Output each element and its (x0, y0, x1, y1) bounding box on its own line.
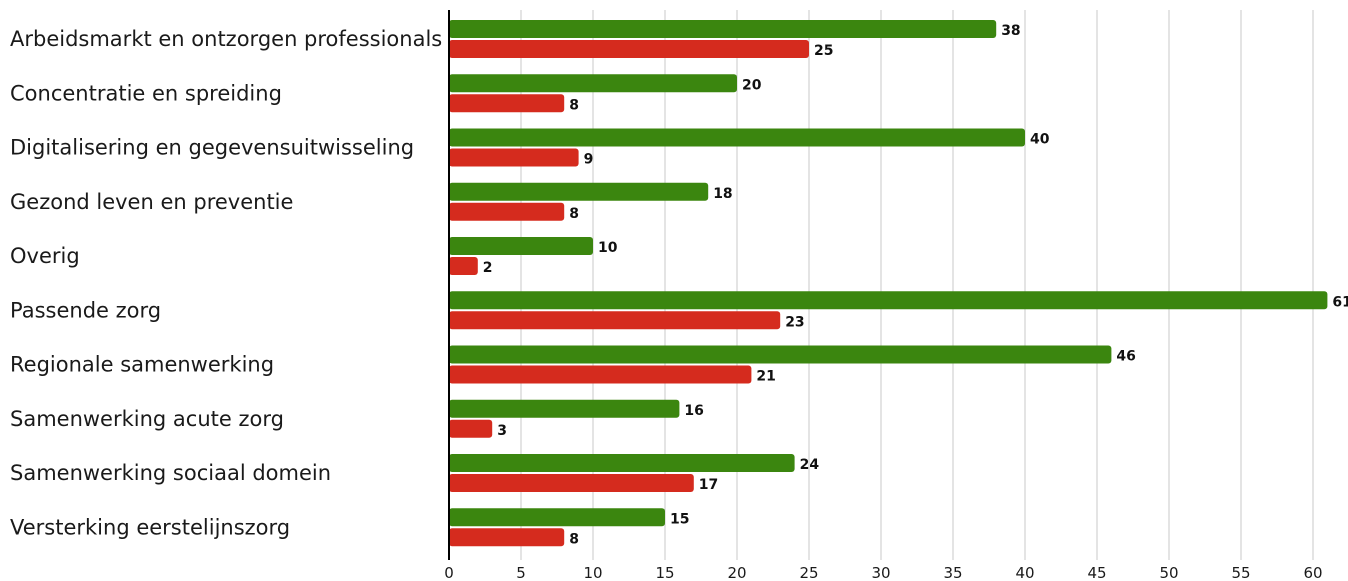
data-label-series-1-digitalisering-en-gegevensuitwisseling: 40 (1030, 132, 1050, 148)
data-label-series-1-arbeidsmarkt-en-ontzorgen-professionals: 38 (1001, 23, 1020, 39)
data-label-series-1-versterking-eerstelijnszorg: 15 (670, 511, 689, 527)
data-label-series-2-samenwerking-acute-zorg: 3 (497, 423, 507, 439)
category-label-regionale-samenwerking: Regionale samenwerking (10, 353, 274, 377)
x-tick-label-35: 35 (943, 564, 962, 581)
x-tick-label-5: 5 (516, 564, 526, 581)
category-label-passende-zorg: Passende zorg (10, 298, 161, 322)
category-labels: Arbeidsmarkt en ontzorgen professionals C… (10, 27, 442, 539)
data-label-series-2-regionale-samenwerking: 21 (756, 369, 775, 385)
bar-series-1-samenwerking-acute-zorg (449, 399, 680, 418)
bar-series-2-gezond-leven-en-preventie (449, 202, 565, 221)
bar-series-1-digitalisering-en-gegevensuitwisseling (449, 128, 1025, 147)
category-label-gezond-leven-en-preventie: Gezond leven en preventie (10, 190, 293, 214)
x-tick-label-45: 45 (1087, 564, 1106, 581)
x-tick-label-55: 55 (1231, 564, 1250, 581)
bar-series-2-overig (449, 257, 478, 275)
bar-series-2-samenwerking-sociaal-domein (449, 474, 694, 492)
data-label-series-2-concentratie-en-spreiding: 8 (569, 97, 579, 113)
data-label-series-2-passende-zorg: 23 (785, 314, 804, 330)
x-tick-label-60: 60 (1303, 564, 1322, 581)
x-tick-label-10: 10 (583, 564, 602, 581)
data-label-series-1-passende-zorg: 61 (1332, 294, 1348, 310)
data-label-series-2-versterking-eerstelijnszorg: 8 (569, 531, 579, 547)
grid-lines (520, 10, 1314, 560)
data-label-series-2-arbeidsmarkt-en-ontzorgen-professionals: 25 (814, 43, 833, 59)
category-label-overig: Overig (10, 244, 80, 268)
bar-series-2-regionale-samenwerking (449, 365, 752, 384)
data-label-series-1-concentratie-en-spreiding: 20 (742, 77, 762, 93)
data-label-series-1-overig: 10 (598, 240, 618, 256)
data-label-series-1-samenwerking-sociaal-domein: 24 (800, 457, 820, 473)
x-tick-label-15: 15 (655, 564, 674, 581)
data-label-series-2-gezond-leven-en-preventie: 8 (569, 206, 579, 222)
bar-series-1-passende-zorg (449, 291, 1328, 310)
bar-series-2-samenwerking-acute-zorg (449, 419, 493, 438)
category-label-versterking-eerstelijnszorg: Versterking eerstelijnszorg (10, 515, 290, 539)
bar-series-1-versterking-eerstelijnszorg (449, 508, 665, 527)
x-tick-label-40: 40 (1015, 564, 1034, 581)
bar-series-2-arbeidsmarkt-en-ontzorgen-professionals (449, 40, 809, 58)
value-labels: 38 25 20 8 40 9 18 8 10 2 61 23 46 21 16 3 24 17 15 8 (483, 23, 1348, 547)
data-label-series-1-samenwerking-acute-zorg: 16 (684, 403, 703, 419)
bar-series-2-passende-zorg (449, 311, 781, 330)
category-label-concentratie-en-spreiding: Concentratie en spreiding (10, 81, 282, 105)
x-tick-label-0: 0 (444, 564, 454, 581)
bar-series-1-samenwerking-sociaal-domein (449, 454, 795, 472)
x-axis-ticks: 0 5 10 15 20 25 30 35 40 45 50 55 60 (444, 564, 1322, 581)
category-label-samenwerking-acute-zorg: Samenwerking acute zorg (10, 407, 284, 431)
x-tick-label-30: 30 (871, 564, 890, 581)
category-label-arbeidsmarkt-en-ontzorgen-professionals: Arbeidsmarkt en ontzorgen professionals (10, 27, 442, 51)
bar-series-1-gezond-leven-en-preventie (449, 182, 709, 201)
x-tick-label-50: 50 (1159, 564, 1178, 581)
category-label-samenwerking-sociaal-domein: Samenwerking sociaal domein (10, 461, 331, 485)
bar-series-1-overig (449, 237, 593, 255)
data-label-series-2-overig: 2 (483, 260, 493, 276)
bars (449, 20, 1328, 547)
x-tick-label-20: 20 (727, 564, 746, 581)
data-label-series-1-gezond-leven-en-preventie: 18 (713, 186, 732, 202)
data-label-series-2-samenwerking-sociaal-domein: 17 (699, 477, 718, 493)
data-label-series-1-regionale-samenwerking: 46 (1116, 349, 1135, 365)
bar-series-2-versterking-eerstelijnszorg (449, 528, 565, 547)
bar-series-2-concentratie-en-spreiding (449, 94, 565, 113)
category-label-digitalisering-en-gegevensuitwisseling: Digitalisering en gegevensuitwisseling (10, 136, 414, 160)
bar-series-1-arbeidsmarkt-en-ontzorgen-professionals (449, 20, 997, 38)
data-label-series-2-digitalisering-en-gegevensuitwisseling: 9 (584, 152, 594, 168)
bar-series-1-regionale-samenwerking (449, 345, 1112, 364)
x-tick-label-25: 25 (799, 564, 818, 581)
bar-series-2-digitalisering-en-gegevensuitwisseling (449, 148, 579, 167)
bar-series-1-concentratie-en-spreiding (449, 74, 737, 93)
